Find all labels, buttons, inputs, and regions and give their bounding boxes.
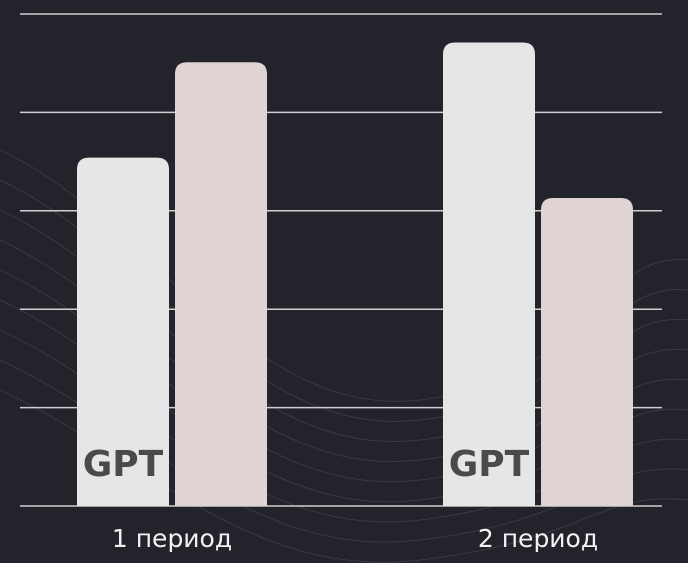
bar-series-label: GPT	[449, 444, 530, 485]
bar	[175, 62, 267, 506]
bar-series-label: GPT	[83, 444, 164, 485]
x-tick-label: 1 период	[112, 524, 232, 553]
bar	[77, 157, 169, 506]
bar	[541, 198, 633, 506]
bar	[443, 42, 535, 506]
x-tick-label: 2 период	[478, 524, 598, 553]
